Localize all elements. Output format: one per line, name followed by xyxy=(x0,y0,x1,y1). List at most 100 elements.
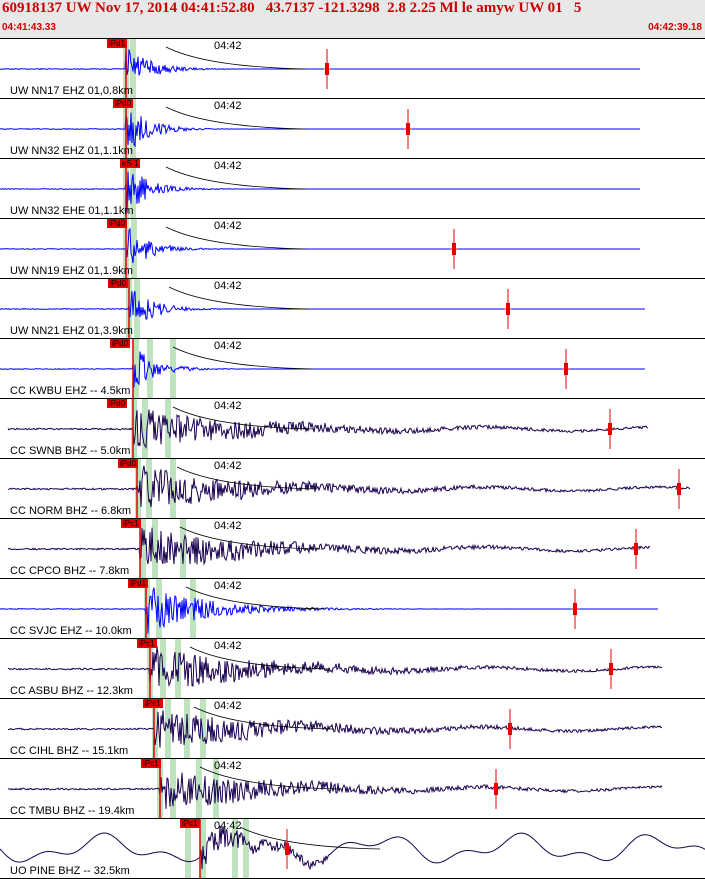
pick-label[interactable]: iPc1 xyxy=(141,759,161,768)
pick-label[interactable]: iPc1 xyxy=(180,819,200,828)
station-label: UW NN17 EHZ 01,0.8km xyxy=(10,85,133,97)
waveform-plot xyxy=(0,99,640,158)
time-window xyxy=(185,819,191,878)
pick-label[interactable]: iPd0 xyxy=(118,459,139,468)
pick-label[interactable]: iPc1 xyxy=(143,699,163,708)
time-tick-label: 04:42 xyxy=(214,160,242,172)
station-label: CC NORM BHZ -- 6.8km xyxy=(10,505,131,517)
time-window xyxy=(243,819,249,878)
waveform-plot xyxy=(0,579,658,638)
pick-label[interactable]: iPc1 xyxy=(121,519,141,528)
pick-label[interactable]: iPc1 xyxy=(137,639,157,648)
time-window xyxy=(142,399,148,458)
trace-panel[interactable]: iPc1 04:42 CC CIHL BHZ -- 15.1km xyxy=(0,698,705,758)
time-tick-label: 04:42 xyxy=(214,640,242,652)
time-tick-label: 04:42 xyxy=(214,400,242,412)
station-label: UW NN19 EHZ 01,1.9km xyxy=(10,265,133,277)
trace-panel[interactable]: iPd0 04:42 CC NORM BHZ -- 6.8km xyxy=(0,458,705,518)
waveform-plot xyxy=(0,159,640,218)
trace-panel[interactable]: iPd0 04:42 UW NN21 EHZ 01,3.9km xyxy=(0,278,705,338)
waveform-trace xyxy=(0,227,640,264)
pick-label[interactable]: eS 1 xyxy=(120,159,141,168)
event-header: 60918137 UW Nov 17, 2014 04:41:52.80 43.… xyxy=(0,0,705,38)
time-tick-label: 04:42 xyxy=(214,280,242,292)
time-tick-label: 04:42 xyxy=(214,760,242,772)
trace-panel[interactable]: iPd0 04:42 UW NN19 EHZ 01,1.9km xyxy=(0,218,705,278)
pick-label[interactable]: iPd0 xyxy=(107,219,128,228)
pick-label[interactable]: iPd1 xyxy=(128,579,149,588)
time-tick-label: 04:42 xyxy=(214,220,242,232)
waveform-trace xyxy=(0,587,658,634)
time-window xyxy=(147,339,153,398)
time-window xyxy=(131,399,137,458)
coda-curve xyxy=(239,826,381,850)
time-window xyxy=(170,459,176,518)
station-label: UW NN32 EHE 01,1.1km xyxy=(10,205,134,217)
event-title: 60918137 UW Nov 17, 2014 04:41:52.80 43.… xyxy=(2,0,582,16)
time-tick-label: 04:42 xyxy=(214,520,242,532)
pick-label[interactable]: iPd1 xyxy=(107,39,128,48)
time-window xyxy=(180,519,186,578)
time-window xyxy=(170,339,176,398)
time-window xyxy=(152,699,158,758)
trace-panel[interactable]: iPd0 04:42 UW NN32 EHZ 01,1.1km xyxy=(0,98,705,158)
coda-curve xyxy=(165,46,307,70)
coda-curve xyxy=(165,226,307,250)
trace-panel[interactable]: iPc1 04:42 UO PINE BHZ -- 32.5km xyxy=(0,818,705,879)
waveform-trace xyxy=(0,112,640,148)
waveform-trace xyxy=(7,465,691,508)
trace-panel[interactable]: eS 1 04:42 UW NN32 EHE 01,1.1km xyxy=(0,158,705,218)
time-tick-label: 04:42 xyxy=(214,340,242,352)
time-tick-label: 04:42 xyxy=(214,580,242,592)
time-window xyxy=(232,819,238,878)
station-label: CC KWBU EHZ -- 4.5km xyxy=(10,385,131,397)
end-time: 04:42:39.18 xyxy=(648,22,702,33)
station-label: CC SVJC EHZ -- 10.0km xyxy=(10,625,132,637)
coda-curve xyxy=(193,706,335,730)
waveform-plot xyxy=(0,339,645,398)
waveform-trace xyxy=(0,48,640,76)
time-window xyxy=(196,759,202,818)
station-label: CC TMBU BHZ -- 19.4km xyxy=(10,805,135,817)
time-window xyxy=(130,159,136,218)
time-window xyxy=(184,699,190,758)
station-label: CC CPCO BHZ -- 7.8km xyxy=(10,565,130,577)
trace-panel[interactable]: iPd1 04:42 CC SVJC EHZ -- 10.0km xyxy=(0,578,705,638)
pick-label[interactable]: iPd0 xyxy=(110,339,131,348)
waveform-trace xyxy=(0,291,645,320)
waveform-trace xyxy=(0,826,705,871)
waveform-plot xyxy=(0,219,640,278)
station-label: UW NN21 EHZ 01,3.9km xyxy=(10,325,133,337)
time-window xyxy=(200,699,206,758)
station-label: UW NN32 EHZ 01,1.1km xyxy=(10,145,133,157)
station-label: CC SWNB BHZ -- 5.0km xyxy=(10,445,131,457)
trace-panel[interactable]: iPc1 04:42 CC CPCO BHZ -- 7.8km xyxy=(0,518,705,578)
waveform-plot xyxy=(0,279,645,338)
time-tick-label: 04:42 xyxy=(214,700,242,712)
trace-panel[interactable]: iPd0 04:42 CC SWNB BHZ -- 5.0km xyxy=(0,398,705,458)
coda-curve xyxy=(199,766,341,790)
pick-label[interactable]: iPd0 xyxy=(108,279,129,288)
waveform-plot xyxy=(0,819,705,878)
coda-curve xyxy=(168,286,310,310)
trace-panel[interactable]: iPd1 04:42 UW NN17 EHZ 01,0.8km xyxy=(0,38,705,98)
time-tick-label: 04:42 xyxy=(214,460,242,472)
waveform-plot xyxy=(7,459,691,518)
time-tick-label: 04:42 xyxy=(214,40,242,52)
time-window xyxy=(146,459,152,518)
station-label: CC CIHL BHZ -- 15.1km xyxy=(10,745,129,757)
pick-label[interactable]: iPd0 xyxy=(113,99,134,108)
start-time: 04:41:43.33 xyxy=(2,22,56,33)
waveform-plot xyxy=(7,639,663,698)
pick-label[interactable]: iPd0 xyxy=(107,399,128,408)
time-window xyxy=(133,339,139,398)
coda-curve xyxy=(185,586,327,610)
coda-curve xyxy=(172,346,314,370)
trace-panel[interactable]: iPc1 04:42 CC TMBU BHZ -- 19.4km xyxy=(0,758,705,818)
trace-panel[interactable]: iPd0 04:42 CC KWBU EHZ -- 4.5km xyxy=(0,338,705,398)
waveform-trace xyxy=(7,527,651,566)
coda-curve xyxy=(172,406,314,430)
station-label: UO PINE BHZ -- 32.5km xyxy=(10,865,130,877)
trace-panel[interactable]: iPc1 04:42 CC ASBU BHZ -- 12.3km xyxy=(0,638,705,698)
waveform-trace xyxy=(7,409,649,449)
